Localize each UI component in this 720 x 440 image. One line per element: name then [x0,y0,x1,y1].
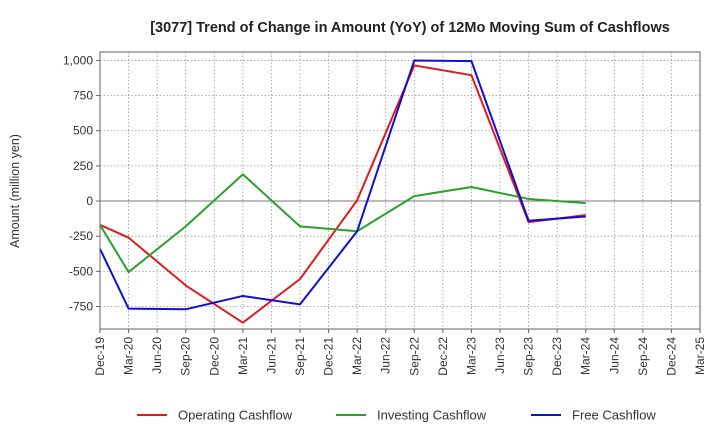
y-tick-label: -500 [69,264,93,278]
y-tick-label: 750 [73,89,93,103]
x-tick-label: Mar-21 [236,337,250,375]
x-tick-label: Dec-23 [550,337,564,376]
x-tick-label: Jun-22 [379,337,393,374]
x-tick-label: Mar-20 [122,337,136,375]
free-cashflow-line [99,59,586,311]
investing-cashflow-line [99,173,586,274]
y-tick-label: 1,000 [63,53,93,67]
series-group [99,59,586,324]
legend-label-operating-cashflow: Operating Cashflow [178,408,293,423]
y-axis-label: Amount (million yen) [8,134,22,248]
x-tick-label: Jun-20 [150,337,164,374]
x-tick-label: Mar-25 [693,337,707,375]
x-tick-label: Dec-19 [93,337,107,376]
x-tick-label: Sep-22 [407,337,421,376]
y-tick-label: -750 [69,300,93,314]
x-tick-label: Dec-24 [664,337,678,376]
x-tick-label: Sep-23 [522,337,536,376]
x-tick-label: Dec-20 [207,337,221,376]
x-tick-label: Jun-24 [607,337,621,374]
legend-label-investing-cashflow: Investing Cashflow [377,408,487,423]
x-tick-label: Jun-21 [264,337,278,374]
x-tick-label: Mar-22 [350,337,364,375]
legend-label-free-cashflow: Free Cashflow [572,408,656,423]
chart-title: [3077] Trend of Change in Amount (YoY) o… [150,20,670,36]
x-tick-label: Jun-23 [493,337,507,374]
grid [100,52,700,329]
plot-frame [99,51,701,330]
x-axis: Dec-19 Mar-20 Jun-20 Sep-20 Dec-20 Mar-21 Jun-… [93,329,707,376]
y-axis: 1,000 750 500 250 0 -250 -500 -750 [63,53,100,314]
x-tick-label: Sep-20 [179,337,193,376]
operating-cashflow-line [99,64,586,324]
x-tick-label: Dec-21 [322,337,336,376]
x-tick-label: Sep-21 [293,337,307,376]
y-tick-label: 500 [73,124,93,138]
y-tick-label: 250 [73,159,93,173]
x-tick-label: Dec-22 [436,337,450,376]
y-tick-label: -250 [69,229,93,243]
y-tick-label: 0 [86,194,93,208]
legend: Operating Cashflow Investing Cashflow Free… [137,408,656,423]
x-tick-label: Mar-24 [579,337,593,375]
x-tick-label: Sep-24 [636,337,650,376]
x-tick-label: Mar-23 [464,337,478,375]
